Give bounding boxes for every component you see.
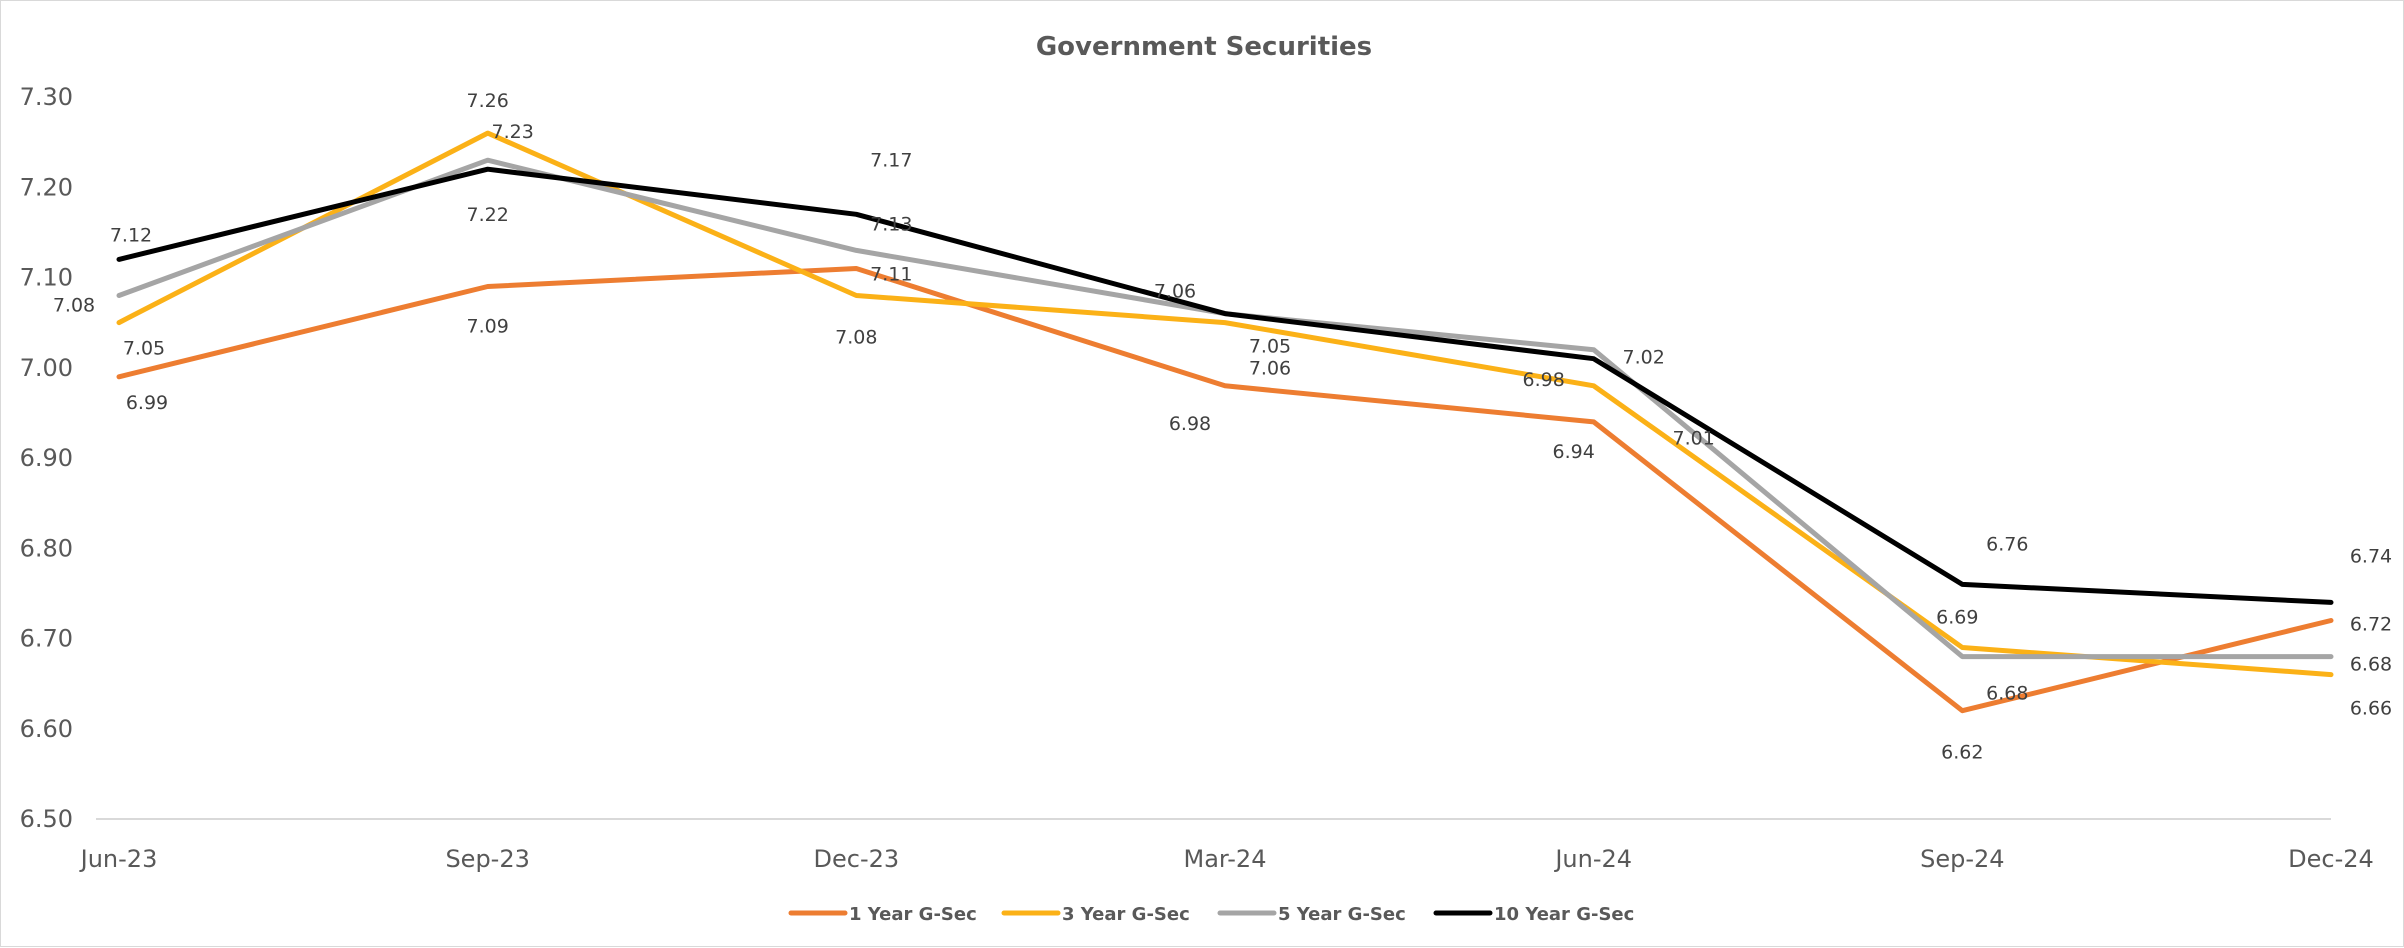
data-label: 7.12 (110, 224, 152, 246)
series-line-5-year-g-sec (116, 157, 2334, 660)
data-label: 6.62 (1941, 742, 1983, 764)
data-label: 7.05 (1249, 336, 1291, 358)
data-label: 6.98 (1169, 413, 1211, 435)
x-tick-label: Mar-24 (1184, 845, 1267, 873)
data-label: 7.11 (870, 263, 912, 285)
data-label: 7.17 (870, 149, 912, 171)
y-tick-label: 6.60 (20, 715, 73, 743)
y-tick-label: 7.00 (20, 354, 73, 382)
series-line-10-year-g-sec (116, 166, 2334, 605)
x-tick-label: Jun-23 (79, 845, 158, 873)
legend-label: 1 Year G-Sec (849, 904, 977, 925)
x-tick-label: Dec-23 (814, 845, 900, 873)
data-label: 7.09 (467, 316, 509, 338)
data-label: 6.66 (2350, 698, 2392, 720)
data-label: 7.05 (123, 338, 165, 360)
y-tick-label: 6.90 (20, 444, 73, 472)
data-label: 7.01 (1673, 428, 1715, 450)
y-tick-label: 6.80 (20, 534, 73, 562)
x-tick-label: Dec-24 (2288, 845, 2374, 873)
data-label: 7.02 (1623, 347, 1665, 369)
legend-label: 10 Year G-Sec (1494, 904, 1634, 925)
y-tick-label: 6.70 (20, 625, 73, 653)
data-label: 6.72 (2350, 613, 2392, 635)
data-label: 6.69 (1936, 607, 1978, 629)
data-labels: 6.99 7.09 7.11 6.98 6.94 6.62 6.72 7.05 7.26 7.08… (53, 90, 2392, 764)
legend: 1 Year G-Sec 3 Year G-Sec 5 Year G-Sec 10 Y… (788, 904, 1634, 925)
series-line-3-year-g-sec (116, 130, 2334, 678)
data-label: 6.74 (2350, 545, 2392, 567)
data-label: 7.26 (467, 90, 509, 112)
y-axis: 7.30 7.20 7.10 7.00 6.90 6.80 6.70 6.60 6.50 (20, 83, 73, 833)
x-tick-label: Sep-23 (445, 845, 529, 873)
data-label: 7.08 (53, 295, 95, 317)
y-tick-label: 7.30 (20, 83, 73, 111)
data-label: 7.23 (492, 121, 534, 143)
data-label: 7.22 (467, 204, 509, 226)
chart-title: Government Securities (1036, 32, 1372, 62)
series-line-1-year-g-sec (116, 266, 2334, 714)
y-tick-label: 7.20 (20, 173, 73, 201)
data-label: 6.76 (1986, 533, 2028, 555)
series-layer (116, 130, 2334, 714)
y-tick-label: 6.50 (20, 805, 73, 833)
data-label: 7.08 (835, 327, 877, 349)
data-label: 6.99 (126, 392, 168, 414)
data-label: 6.94 (1553, 441, 1595, 463)
x-axis: Jun-23 Sep-23 Dec-23 Mar-24 Jun-24 Sep-24 Dec-… (79, 818, 2374, 873)
x-tick-label: Jun-24 (1553, 845, 1632, 873)
y-tick-label: 7.10 (20, 264, 73, 292)
data-label: 7.06 (1249, 358, 1291, 380)
data-label: 6.98 (1523, 369, 1565, 391)
data-label: 7.06 (1154, 281, 1196, 303)
data-label: 6.68 (2350, 654, 2392, 676)
data-label: 7.13 (870, 213, 912, 235)
legend-label: 5 Year G-Sec (1278, 904, 1406, 925)
x-tick-label: Sep-24 (1920, 845, 2004, 873)
data-label: 6.68 (1986, 683, 2028, 705)
legend-label: 3 Year G-Sec (1062, 904, 1190, 925)
